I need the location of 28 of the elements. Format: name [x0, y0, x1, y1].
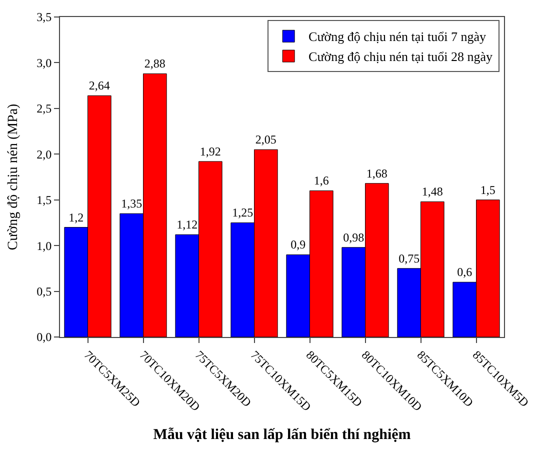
data-label: 0,6: [457, 265, 472, 280]
y-tick-label: 0,0: [36, 330, 52, 344]
data-label: 1,5: [480, 182, 496, 197]
legend-label: Cường độ chịu nén tại tuổi 7 ngày: [308, 29, 487, 44]
y-tick-label: 0,5: [36, 284, 52, 298]
data-label: 0,98: [343, 230, 364, 244]
data-label: 1,2: [68, 210, 84, 224]
data-label: 1,68: [366, 166, 388, 180]
data-label: 1,6: [314, 174, 329, 188]
x-axis-title: Mẫu vật liệu san lấp lấn biển thí nghiệm: [153, 427, 412, 444]
data-label: 2,88: [144, 56, 166, 71]
data-label: 1,92: [200, 144, 221, 158]
y-axis-title: Cường độ chịu nén (MPa): [6, 103, 22, 250]
y-tick-label: 2,5: [36, 102, 52, 116]
data-label: 1,35: [121, 196, 142, 211]
y-tick-label: 3,5: [36, 10, 52, 24]
y-tick-label: 1,5: [36, 193, 52, 208]
data-label: 2,64: [88, 78, 110, 93]
data-label: 1,12: [176, 218, 198, 232]
data-label: 2,05: [255, 132, 276, 147]
y-tick-label: 3,0: [36, 56, 52, 70]
data-label: 1,48: [422, 184, 443, 199]
data-label: 0,75: [398, 251, 420, 266]
legend-label: Cường độ chịu nén tại tuổi 28 ngày: [308, 49, 494, 64]
data-label: 0,9: [290, 238, 306, 252]
y-tick-label: 2,0: [36, 147, 52, 162]
y-tick-label: 1,0: [36, 238, 52, 253]
data-label: 1,25: [232, 206, 254, 220]
